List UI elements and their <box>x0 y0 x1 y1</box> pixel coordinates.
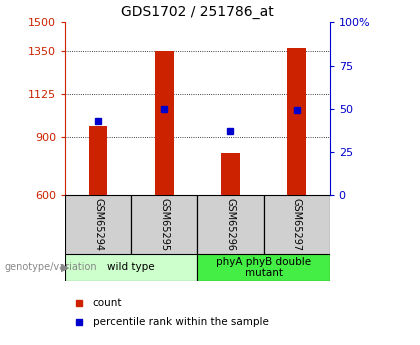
Title: GDS1702 / 251786_at: GDS1702 / 251786_at <box>121 4 274 19</box>
Text: genotype/variation: genotype/variation <box>4 263 97 272</box>
Text: ▶: ▶ <box>61 263 69 272</box>
Bar <box>89 126 108 195</box>
Text: count: count <box>93 298 122 308</box>
Text: GSM65295: GSM65295 <box>159 198 169 251</box>
Bar <box>197 254 330 281</box>
Bar <box>155 51 173 195</box>
Text: phyA phyB double
mutant: phyA phyB double mutant <box>216 257 311 278</box>
Text: GSM65296: GSM65296 <box>226 198 236 251</box>
Text: GSM65297: GSM65297 <box>291 198 302 251</box>
Bar <box>197 195 264 254</box>
Bar <box>287 48 306 195</box>
Bar <box>221 153 240 195</box>
Text: wild type: wild type <box>108 263 155 272</box>
Text: GSM65294: GSM65294 <box>93 198 103 251</box>
Bar <box>65 254 197 281</box>
Bar <box>131 195 197 254</box>
Text: percentile rank within the sample: percentile rank within the sample <box>93 317 268 327</box>
Bar <box>264 195 330 254</box>
Bar <box>65 195 131 254</box>
